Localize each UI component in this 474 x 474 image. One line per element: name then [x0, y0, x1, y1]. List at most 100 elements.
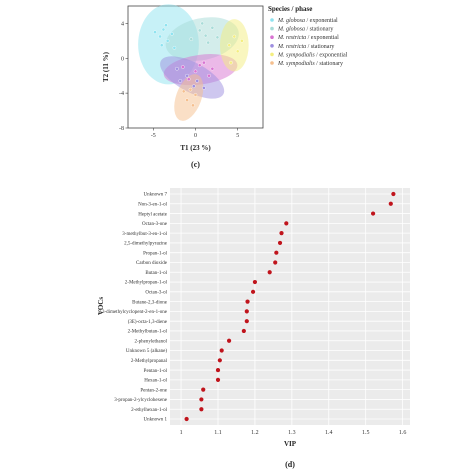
- legend-entry-4: M. sympodialis / exponential: [277, 52, 348, 58]
- plot-d-point-5: [277, 240, 283, 246]
- point-series-1-5: [215, 35, 220, 40]
- plot-d-category-label-17: 2-Methylpropanal: [131, 359, 168, 364]
- plot-c-points: [153, 21, 244, 108]
- plot-d-category-label-7: Carbon dioxide: [136, 261, 168, 266]
- plot-d-x-tick-label-5: 1.5: [362, 430, 370, 436]
- plot-d-point-10: [250, 289, 256, 294]
- plot-d-x-tick-label-1: 1.1: [214, 430, 222, 436]
- legend-phase-3: / stationary: [306, 44, 334, 50]
- plot-d-point-14: [241, 328, 246, 334]
- plot-c-x-ticks: -5 0 5: [151, 128, 239, 139]
- legend-entry-0: M. globosa / exponential: [277, 18, 338, 24]
- plot-d-category-label-9: 2-Methylpropan-1-ol: [125, 281, 168, 286]
- point-series-4-4: [240, 39, 244, 43]
- plot-d-category-label-0: Unknown 7: [144, 193, 168, 198]
- plot-d-point-19: [215, 377, 221, 382]
- ellipse-series-4: [219, 19, 249, 72]
- point-series-5-4: [191, 103, 195, 108]
- plot-c-y-tick-label-3: -8: [119, 126, 124, 132]
- plot-d-x-tick-label-2: 1.2: [251, 430, 259, 436]
- plot-d-category-label-13: (3E)-octa-1,3-diene: [128, 320, 168, 325]
- plot-d-panel-label: (d): [285, 460, 295, 469]
- plot-c-y-tick-label-0: 4: [121, 21, 124, 27]
- point-series-0-0: [153, 30, 157, 34]
- legend-marker-1: [270, 26, 274, 31]
- legend-entry-2: M. restricta / exponential: [277, 35, 339, 41]
- plot-d-point-17: [217, 358, 222, 363]
- plot-d-category-label-22: 2-ethylhexan-1-ol: [131, 408, 167, 413]
- plot-d-category-label-21: 3-propan-2-ylcyclohexene: [114, 398, 168, 403]
- plot-d-point-0: [391, 191, 396, 197]
- legend-marker-0: [270, 18, 274, 22]
- plot-c-x-tick-label-2: 5: [236, 133, 239, 139]
- point-series-2-3: [210, 66, 215, 71]
- point-series-3-5: [195, 79, 199, 83]
- plot-d-x-tick-label-3: 1.3: [288, 430, 296, 436]
- point-series-2-6: [197, 63, 202, 68]
- plot-d-x-tick-label-6: 1.6: [399, 430, 407, 436]
- point-series-3-0: [175, 66, 179, 71]
- point-series-0-3: [165, 39, 170, 43]
- point-series-2-1: [193, 69, 198, 74]
- plot-d-point-6: [274, 250, 279, 255]
- point-series-5-2: [193, 93, 198, 97]
- point-series-0-6: [164, 23, 168, 27]
- plot-d-category-label-4: 3-methylbut-3-en-1-ol: [122, 232, 167, 237]
- point-series-5-3: [181, 89, 186, 94]
- plot-d-point-22: [199, 407, 204, 412]
- point-series-4-1: [232, 34, 237, 39]
- point-series-2-4: [186, 77, 191, 81]
- plot-c-ellipses: [138, 4, 249, 121]
- legend-marker-5: [270, 61, 274, 65]
- plot-d-category-label-20: Pentan-2-one: [140, 388, 167, 393]
- plot-d-point-4: [279, 231, 284, 236]
- point-series-3-1: [185, 73, 189, 78]
- plot-d-category-label-14: 2-Methylbutan-1-ol: [128, 330, 168, 335]
- legend-species-5: M. sympodialis: [277, 61, 315, 67]
- plot-d-category-label-1: Non-3-en-1-ol: [138, 202, 167, 207]
- plot-d-point-3: [284, 221, 289, 226]
- plot-d-category-label-23: Unknown 1: [144, 418, 168, 423]
- plot-d-point-18: [215, 367, 221, 373]
- plot-d-y-axis-label: VOCs: [97, 297, 105, 315]
- point-series-4-0: [227, 43, 232, 48]
- legend-entry-3: M. restricta / stationary: [277, 44, 334, 50]
- plot-d-point-20: [201, 387, 206, 392]
- legend-marker-4: [270, 52, 274, 57]
- plot-d-grid: [170, 188, 410, 425]
- point-series-2-5: [207, 73, 211, 78]
- plot-d-point-12: [244, 309, 249, 314]
- plot-d-point-13: [244, 319, 249, 324]
- plot-d-point-21: [199, 397, 204, 402]
- point-series-1-4: [189, 37, 194, 41]
- plot-d-point-8: [267, 270, 272, 275]
- legend-phase-2: / exponential: [306, 35, 339, 41]
- plot-c-y-tick-label-1: 0: [121, 56, 124, 62]
- plot-d-category-label-6: Propan-1-ol: [143, 251, 167, 256]
- plot-c-legend: Species / phase M. globosa / exponential…: [268, 5, 348, 67]
- point-series-4-3: [229, 60, 233, 65]
- legend-species-2: M. restricta: [277, 35, 306, 41]
- plot-d-x-tick-label-0: 1: [180, 430, 183, 436]
- plot-d-category-label-5: 2,5-dimethylpyrazine: [124, 242, 168, 247]
- point-series-0-2: [161, 27, 166, 32]
- point-series-3-4: [178, 79, 183, 83]
- plot-d-background: [170, 188, 410, 425]
- plot-c-x-tick-label-1: 0: [194, 133, 197, 139]
- plot-d-category-label-12: 2,3-dimethylcyclopent-2-en-1-one: [98, 310, 168, 315]
- plot-c-y-ticks: 4 0 -4 -8: [119, 21, 128, 132]
- point-series-1-2: [210, 25, 215, 30]
- point-series-0-1: [158, 34, 162, 39]
- point-series-1-3: [206, 40, 210, 45]
- plot-c-panel-label: (c): [191, 160, 200, 169]
- plot-d-category-label-18: Pentan-1-ol: [144, 369, 168, 374]
- plot-d-point-9: [252, 279, 258, 285]
- point-series-2-2: [202, 60, 206, 65]
- point-series-1-6: [200, 21, 205, 26]
- plot-d-category-labels: Unknown 7 Non-3-en-1-ol Heptyl acetate Octa…: [98, 193, 168, 423]
- legend-entry-1: M. globosa / stationary: [277, 27, 333, 33]
- point-series-3-3: [202, 86, 206, 90]
- legend-species-1: M. globosa: [277, 27, 305, 33]
- plot-d-category-label-3: Octan-3-one: [142, 222, 168, 227]
